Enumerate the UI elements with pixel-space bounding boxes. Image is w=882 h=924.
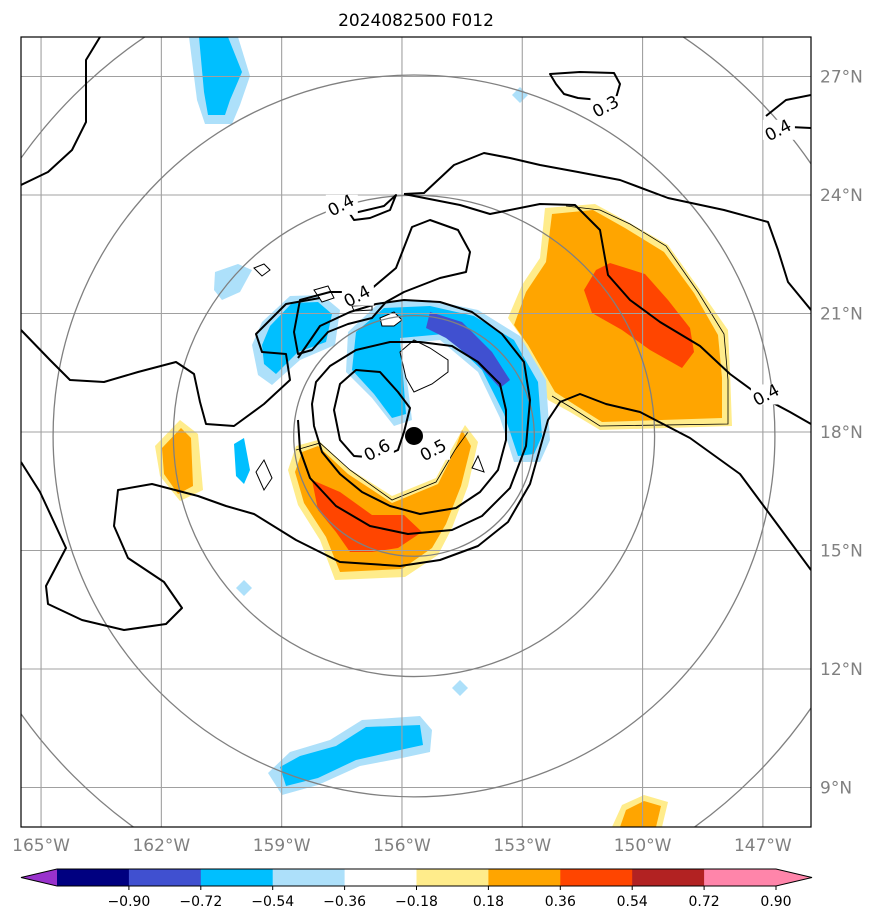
y-tick-label: 24°N: [820, 186, 863, 206]
colorbar-tick-label: −0.18: [395, 894, 438, 910]
contour-label-bg: [341, 285, 374, 306]
negative-anomaly-south: [280, 725, 423, 786]
contour-0.5-outer: [297, 299, 531, 535]
colorbar-segment: [416, 869, 489, 886]
contour-label-bg: [762, 119, 795, 140]
colorbar-tick-label: 0.54: [617, 894, 648, 910]
contour-0.4-topleft: [21, 37, 101, 186]
colorbar: −0.90 −0.72 −0.54 −0.36 −0.18 0.18 0.36 0.54 0.7…: [20, 868, 813, 910]
colorbar-segment: [632, 869, 705, 886]
storm-center-marker: [404, 426, 423, 445]
x-tick-label: 165°W: [12, 836, 70, 856]
colorbar-segment: [200, 869, 274, 886]
colorbar-segment: [704, 869, 777, 886]
y-tick-label: 27°N: [820, 68, 863, 88]
contour-lines: [21, 37, 811, 631]
colorbar-extend-max: [776, 869, 812, 886]
x-tick-label: 150°W: [614, 836, 672, 856]
colorbar-tick-label: −0.36: [323, 894, 366, 910]
small-outline-west: [255, 458, 273, 492]
positive-anomaly-red-south: [312, 480, 422, 552]
contour-0.4-small: [349, 194, 397, 221]
y-tick-label: 12°N: [820, 660, 863, 680]
negative-anomaly-small-b: [234, 438, 250, 484]
colorbar-segment: [560, 869, 633, 886]
island-kauai: [253, 263, 271, 277]
x-tick-label: 153°W: [493, 836, 551, 856]
colorbar-segment: [128, 869, 202, 886]
negative-anomaly-west: [262, 302, 332, 374]
contour-0.4-upper: [403, 152, 811, 311]
contour-label-bg: [361, 439, 394, 460]
contour-0.5: [311, 341, 507, 515]
colorbar-segment: [272, 869, 346, 886]
outline-east: [551, 205, 729, 427]
positive-anomaly-bottom-orange: [620, 801, 661, 827]
colorbar-segment: [488, 869, 561, 886]
x-tick-label: 162°W: [132, 836, 190, 856]
contour-0.4-inner: [293, 219, 471, 355]
colorbar-tick-label: 0.18: [473, 894, 504, 910]
colorbar-tick-label: 0.72: [689, 894, 720, 910]
contour-0.4-outer: [21, 393, 811, 631]
x-tick-label: 159°W: [253, 836, 311, 856]
colorbar-segment: [57, 869, 130, 886]
range-ring: [52, 74, 776, 798]
contour-0.4-topright: [765, 94, 811, 117]
contour-0.4-left: [21, 297, 321, 427]
y-tick-label: 18°N: [820, 423, 863, 443]
chart-title: 2024082500 F012: [338, 11, 494, 31]
negative-anomaly-tiny-a: [512, 87, 528, 103]
colorbar-segment: [344, 869, 417, 886]
colorbar-tick-label: −0.90: [107, 894, 150, 910]
y-tick-label: 9°N: [820, 779, 852, 799]
contour-label-bg: [325, 194, 358, 215]
positive-anomaly-orange-west: [162, 428, 193, 494]
negative-anomaly-tiny-b: [236, 580, 252, 596]
range-ring: [293, 314, 535, 557]
colorbar-tick-label: 0.90: [760, 894, 791, 910]
x-axis-tick-labels: 165°W 162°W 159°W 156°W 153°W 150°W 147°W: [12, 836, 792, 856]
contour-label-bg: [750, 384, 783, 405]
map-frame: [20, 36, 812, 828]
x-tick-label: 147°W: [734, 836, 792, 856]
colorbar-tick-label: 0.36: [545, 894, 576, 910]
positive-anomaly-red-east: [584, 263, 694, 368]
x-tick-label: 156°W: [373, 836, 431, 856]
y-axis-tick-labels: 9°N 12°N 15°N 18°N 21°N 24°N 27°N: [820, 68, 863, 799]
negative-anomaly-tiny-c: [452, 680, 468, 696]
positive-anomaly-orange-south: [295, 430, 471, 572]
shaded-anomaly-fields: [155, 37, 732, 827]
small-outline-east: [471, 454, 485, 473]
contour-label-bg: [590, 96, 623, 117]
colorbar-extend-min: [21, 869, 57, 886]
contour-label-bg: [418, 439, 451, 460]
contour-label: 0.4: [325, 191, 358, 221]
negative-anomaly-spiral: [352, 306, 542, 456]
colorbar-tick-label: −0.72: [179, 894, 222, 910]
negative-anomaly-strong-spiral: [426, 312, 510, 388]
contour-0.6: [333, 369, 411, 459]
y-tick-label: 15°N: [820, 542, 863, 562]
colorbar-tick-label: −0.54: [251, 894, 294, 910]
y-tick-label: 21°N: [820, 305, 863, 325]
negative-anomaly-small-a: [214, 264, 252, 300]
